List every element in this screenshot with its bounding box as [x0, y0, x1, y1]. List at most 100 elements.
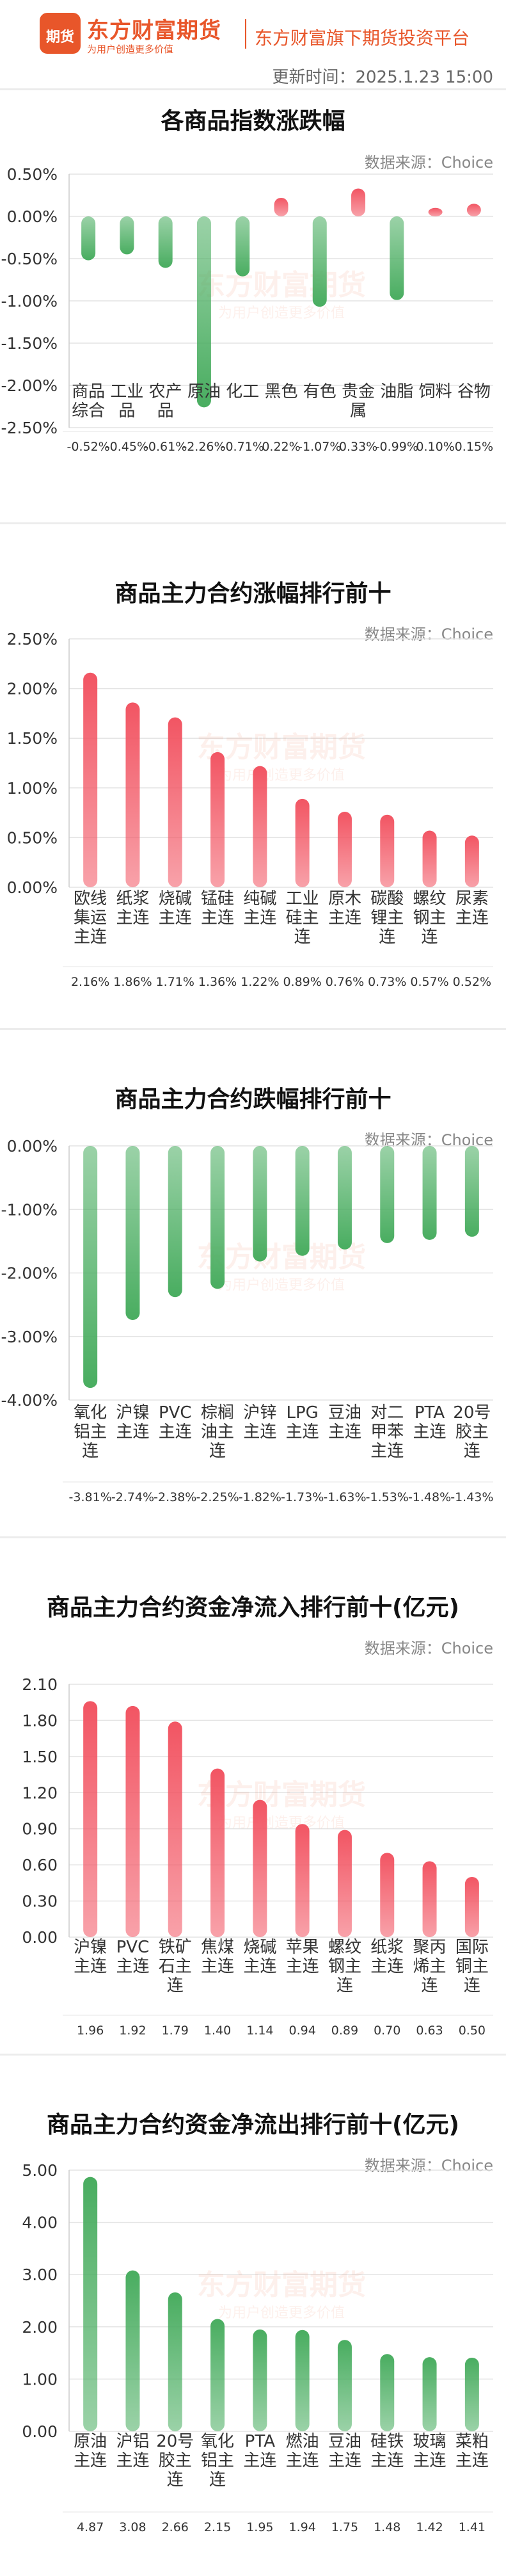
- watermark-text: 东方财富期货: [197, 269, 366, 302]
- x-tick-label: 连: [209, 2470, 226, 2490]
- x-tick-label: 铜主: [455, 1957, 489, 1976]
- data-value-label: 0.63: [416, 2024, 443, 2038]
- bar: [125, 1146, 140, 1320]
- bar: [464, 1876, 479, 1937]
- data-value-label: -1.82%: [239, 1490, 281, 1504]
- panel-separator: [0, 1028, 506, 1030]
- x-tick-label: 石主: [159, 1957, 192, 1976]
- bar: [235, 216, 250, 277]
- x-tick-label: 铝主: [74, 1422, 107, 1442]
- x-tick-label: 螺纹: [413, 889, 447, 908]
- x-tick-label: PTA: [415, 1403, 445, 1422]
- data-value-label: 2.15: [204, 2520, 231, 2534]
- x-tick-label: 主连: [201, 908, 234, 928]
- y-tick-label: 4.00: [22, 2214, 58, 2232]
- data-value-label: 1.71%: [156, 975, 194, 989]
- x-tick-label: 集运: [74, 908, 107, 928]
- y-tick-label: -2.00%: [1, 1264, 58, 1283]
- x-tick-label: 铁矿: [159, 1938, 192, 1957]
- data-value-label: 1.36%: [198, 975, 237, 989]
- x-tick-label: 连: [82, 1442, 99, 1461]
- y-tick-label: 2.10: [22, 1675, 58, 1694]
- bar: [210, 2319, 225, 2431]
- x-tick-label: 主连: [370, 2451, 404, 2470]
- bar: [312, 216, 327, 307]
- y-tick-label: -2.50%: [1, 419, 58, 437]
- bar: [428, 207, 443, 216]
- x-tick-label: 主连: [243, 908, 276, 928]
- x-tick-label: 黑色: [264, 382, 297, 401]
- watermark-text: 东方财富期货: [197, 731, 366, 764]
- x-tick-label: 饲料: [419, 382, 452, 401]
- data-source-note: 数据来源：Choice: [364, 154, 493, 172]
- bar: [83, 2177, 98, 2431]
- watermark-text: 东方财富期货: [197, 2269, 366, 2301]
- data-value-label: 0.33%: [339, 440, 377, 454]
- x-tick-label: 菜粕: [455, 2432, 489, 2451]
- update-time: 更新时间：2025.1.23 15:00: [272, 68, 493, 87]
- header-divider: [245, 19, 246, 49]
- y-tick-label: 0.60: [22, 1856, 58, 1874]
- data-value-label: 1.96: [77, 2024, 104, 2038]
- x-tick-label: 主连: [455, 2451, 489, 2470]
- x-tick-label: 主连: [370, 1957, 404, 1976]
- data-value-label: 1.41: [459, 2520, 486, 2534]
- x-tick-label: 20号: [453, 1403, 491, 1422]
- x-tick-label: 原油: [187, 382, 221, 401]
- data-value-label: 0.50: [459, 2024, 486, 2038]
- data-value-label: -0.99%: [376, 440, 418, 454]
- bar: [210, 1146, 225, 1289]
- data-source-note: 数据来源：Choice: [364, 1131, 493, 1149]
- x-tick-label: 主连: [243, 2451, 276, 2470]
- data-value-label: -0.61%: [144, 440, 187, 454]
- x-tick-label: 品: [118, 401, 135, 421]
- bar: [83, 1701, 98, 1937]
- y-tick-label: 0.00: [22, 1928, 58, 1947]
- x-tick-label: 烯主: [413, 1957, 447, 1976]
- x-tick-label: 沪锌: [243, 1403, 276, 1422]
- bar: [380, 1853, 395, 1937]
- data-value-label: -1.48%: [408, 1490, 451, 1504]
- x-tick-label: 棕榈: [201, 1403, 234, 1422]
- x-tick-label: 铝主: [201, 2451, 234, 2470]
- bar: [295, 1146, 310, 1256]
- bar: [337, 2340, 352, 2431]
- watermark-subtext: 为用户创造更多价值: [218, 2305, 345, 2321]
- x-tick-label: 连: [422, 1976, 438, 1995]
- watermark-text: 东方财富期货: [197, 1779, 366, 1812]
- bar: [168, 1146, 182, 1298]
- bar: [253, 766, 267, 887]
- x-tick-label: 主连: [201, 1957, 234, 1976]
- chart-title: 商品主力合约资金净流入排行前十(亿元): [47, 1595, 459, 1621]
- y-tick-label: 0.00%: [7, 207, 58, 226]
- bar: [125, 2270, 140, 2431]
- x-tick-label: 国际: [455, 1938, 489, 1957]
- x-tick-label: 化工: [226, 382, 259, 401]
- y-tick-label: 1.50%: [7, 729, 58, 748]
- data-value-label: 1.75: [331, 2520, 358, 2534]
- chart-title: 商品主力合约涨幅排行前十: [115, 581, 391, 607]
- data-value-label: -2.25%: [196, 1490, 239, 1504]
- data-value-label: 1.14: [246, 2024, 273, 2038]
- x-tick-label: 综合: [72, 401, 105, 421]
- x-tick-label: 氧化: [201, 2432, 234, 2451]
- bar: [120, 216, 134, 255]
- bar: [464, 835, 479, 887]
- watermark-subtext: 为用户创造更多价值: [218, 768, 345, 784]
- data-value-label: 0.76%: [326, 975, 364, 989]
- x-tick-label: PVC: [116, 1938, 150, 1957]
- bar: [83, 1146, 98, 1389]
- x-tick-label: 连: [167, 1976, 184, 1995]
- data-value-label: 1.48: [374, 2520, 400, 2534]
- data-value-label: 1.95: [246, 2520, 273, 2534]
- x-tick-label: 主连: [286, 2451, 319, 2470]
- x-tick-label: 胶主: [455, 1422, 489, 1442]
- x-tick-label: 油主: [201, 1422, 234, 1442]
- x-tick-label: 工业: [286, 889, 319, 908]
- x-tick-label: 钢主: [413, 908, 447, 928]
- x-tick-label: LPG: [286, 1403, 318, 1422]
- y-tick-label: 0.00%: [7, 878, 58, 897]
- bar: [337, 1830, 352, 1937]
